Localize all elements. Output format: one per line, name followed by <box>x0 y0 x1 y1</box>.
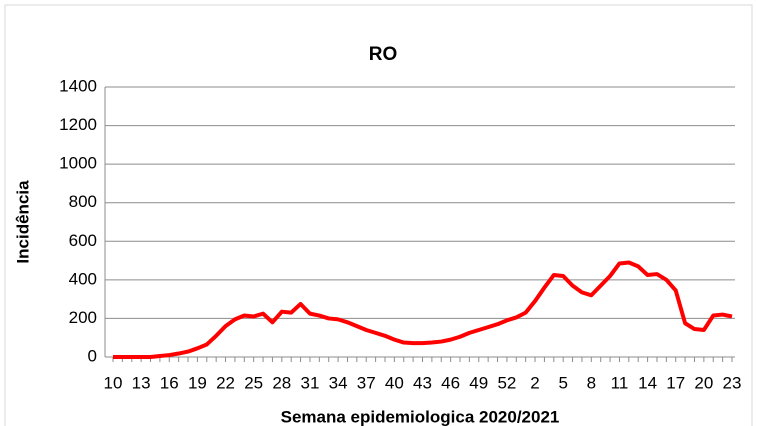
data-line <box>113 260 733 359</box>
x-tick-label: 23 <box>723 373 742 392</box>
x-tick-label: 11 <box>611 373 629 392</box>
x-tick-label: 28 <box>272 373 291 392</box>
y-tick-label: 600 <box>69 231 97 250</box>
x-tick-label: 13 <box>132 373 151 392</box>
y-tick-label: 1200 <box>59 115 97 134</box>
x-tick-label: 34 <box>329 373 348 392</box>
x-tick-label: 49 <box>469 373 488 392</box>
x-tick-label: 14 <box>638 373 657 392</box>
x-tick-label: 31 <box>300 373 319 392</box>
x-tick-label: 17 <box>666 373 685 392</box>
y-tick-label: 0 <box>88 346 97 365</box>
x-tick-label: 8 <box>587 373 596 392</box>
x-tick-label: 25 <box>244 373 263 392</box>
chart-title: RO <box>369 44 398 65</box>
x-tick-label: 10 <box>104 373 123 392</box>
y-tick-label: 1000 <box>59 154 97 173</box>
x-tick-label: 5 <box>558 373 567 392</box>
y-tick-label: 800 <box>69 192 97 211</box>
y-tick-label: 400 <box>69 269 97 288</box>
y-tick-label: 1400 <box>59 76 97 95</box>
x-tick-label: 37 <box>357 373 376 392</box>
x-axis-label: Semana epidemiologica 2020/2021 <box>281 407 560 426</box>
x-tick-label: 2 <box>530 373 539 392</box>
x-tick-label: 52 <box>497 373 516 392</box>
x-tick-label: 43 <box>413 373 432 392</box>
chart-frame <box>4 4 753 426</box>
x-tick-label: 22 <box>216 373 235 392</box>
y-axis-label: Incidência <box>13 180 32 264</box>
x-tick-label: 19 <box>188 373 207 392</box>
x-tick-label: 16 <box>160 373 179 392</box>
x-tick-label: 46 <box>441 373 460 392</box>
y-tick-label: 200 <box>69 308 97 327</box>
x-tick-label: 40 <box>385 373 404 392</box>
x-tick-label: 20 <box>694 373 713 392</box>
